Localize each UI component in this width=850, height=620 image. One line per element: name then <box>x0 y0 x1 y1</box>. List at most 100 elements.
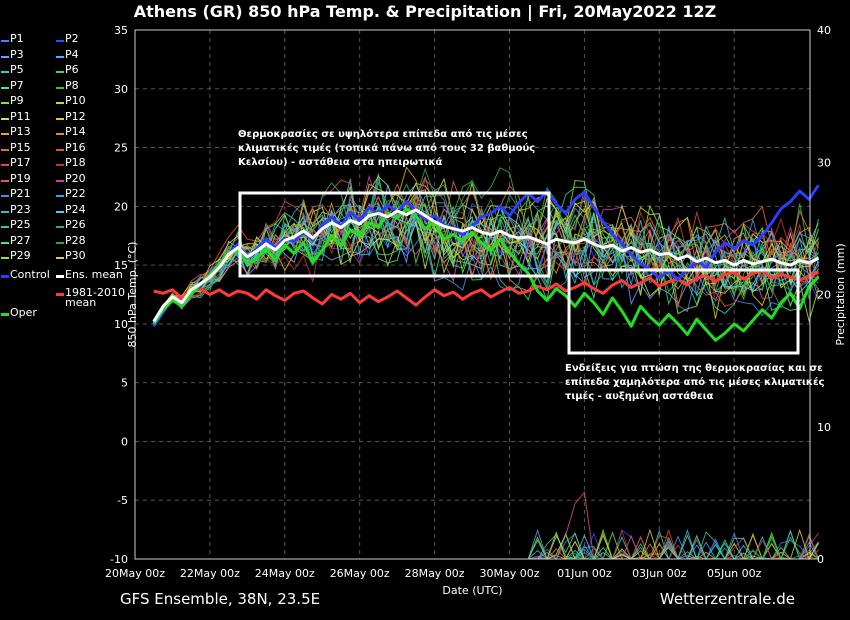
legend-item: P17 <box>1 157 31 171</box>
legend-item: P15 <box>1 140 31 156</box>
legend-swatch <box>1 86 9 89</box>
legend-label: P3 <box>10 47 24 61</box>
y2-tick-label: 30 <box>817 156 831 169</box>
legend-label: P12 <box>65 109 86 123</box>
legend-label: P23 <box>10 202 31 216</box>
legend-swatch <box>1 179 9 182</box>
member-line <box>153 167 819 322</box>
legend-swatch <box>1 313 9 316</box>
legend-label: Oper <box>10 305 37 319</box>
y-tick-label: 5 <box>121 377 128 390</box>
y-tick-label: 30 <box>114 83 128 96</box>
x-tick-label: 20May 00z <box>105 567 165 580</box>
legend-swatch <box>56 195 64 197</box>
legend-item: P14 <box>56 125 86 140</box>
legend-item: P8 <box>56 80 79 94</box>
legend-label: P14 <box>65 125 86 138</box>
legend-label: P15 <box>10 140 31 154</box>
legend-label: P4 <box>65 47 79 61</box>
plot-frame <box>134 29 811 560</box>
legend-label: P9 <box>10 94 24 107</box>
legend-item: P2 <box>56 33 79 47</box>
legend-label: P19 <box>10 171 31 185</box>
legend-item: Ens. mean <box>56 269 123 283</box>
member-line <box>153 174 819 322</box>
legend-label: P21 <box>10 187 31 200</box>
legend-swatch <box>56 241 64 244</box>
legend-swatch <box>56 148 64 151</box>
series-line <box>152 207 820 342</box>
y2-axis-label: Precipitation (mm) <box>834 243 847 345</box>
legend-swatch <box>1 102 9 104</box>
legend-item: P3 <box>1 47 24 63</box>
legend-item: P9 <box>1 94 24 109</box>
legend-item: P16 <box>56 140 86 156</box>
legend-label: P10 <box>65 94 86 107</box>
legend-item: P25 <box>1 218 31 233</box>
legend-label: P6 <box>65 63 79 76</box>
legend-label: P7 <box>10 78 24 92</box>
legend-label: P25 <box>10 218 31 231</box>
source-label: Wetterzentrale.de <box>659 590 795 608</box>
series-lines <box>152 184 820 342</box>
axes: -10 -5 0 5 10 15 20 25 30 35 0 10 20 30 40 20May 00z 22M… <box>105 24 847 597</box>
legend-item: P10 <box>56 94 86 109</box>
x-tick-label: 24May 00z <box>255 567 315 580</box>
legend-swatch <box>56 164 64 166</box>
legend-label: P29 <box>10 249 31 262</box>
legend-swatch <box>56 210 64 213</box>
legend-item: P5 <box>1 63 24 78</box>
legend-item: P24 <box>56 204 86 218</box>
x-tick-label: 22May 00z <box>180 567 240 580</box>
legend-item: Oper <box>1 305 37 321</box>
legend-item: P19 <box>1 171 31 187</box>
legend-swatch <box>56 257 64 259</box>
legend-item: 1981-2010 mean <box>56 287 125 308</box>
legend-swatch <box>56 40 64 42</box>
y2-tick-label: 40 <box>817 24 831 37</box>
legend-swatch <box>56 102 64 104</box>
legend-swatch <box>1 71 9 73</box>
legend-swatch <box>56 71 64 73</box>
y-tick-label: -5 <box>117 494 128 507</box>
legend-swatch <box>1 195 9 197</box>
member-line <box>153 206 819 322</box>
x-tick-label: 28May 00z <box>405 567 465 580</box>
y2-tick-label: 20 <box>817 289 831 302</box>
legend-label: P20 <box>65 171 86 185</box>
legend-label: P16 <box>65 140 86 154</box>
legend-label: P5 <box>10 63 24 76</box>
y-tick-label: 25 <box>114 142 128 155</box>
legend-swatch <box>1 210 9 213</box>
legend-item: P7 <box>1 78 24 94</box>
legend-swatch <box>56 55 64 58</box>
legend-label: 1981-2010 mean <box>65 285 125 309</box>
legend-item: P4 <box>56 47 79 63</box>
legend-item: P13 <box>1 125 31 140</box>
legend-label: P18 <box>65 156 86 169</box>
legend-item: P18 <box>56 156 86 171</box>
legend-item: P23 <box>1 202 31 218</box>
x-tick-label: 05Jun 00z <box>707 567 762 580</box>
legend-label: P11 <box>10 109 31 123</box>
legend-swatch <box>56 226 64 228</box>
legend-item: P27 <box>1 233 31 249</box>
legend-label: P26 <box>65 218 86 231</box>
y-tick-label: 35 <box>114 24 128 37</box>
legend-label: P1 <box>10 32 24 45</box>
legend-swatch <box>56 293 64 296</box>
legend-item: P28 <box>56 235 86 249</box>
legend-item: P30 <box>56 250 86 264</box>
model-label: GFS Ensemble, 38N, 23.5E <box>120 590 321 608</box>
legend-label: P27 <box>10 233 31 247</box>
legend-item: P11 <box>1 109 31 125</box>
x-tick-label: 26May 00z <box>330 567 390 580</box>
series-line <box>152 184 820 328</box>
y-tick-label: -10 <box>110 553 128 566</box>
legend-label: P13 <box>10 125 31 138</box>
legend-item: P20 <box>56 171 86 187</box>
y-tick-label: 10 <box>114 318 128 331</box>
x-tick-label: 30May 00z <box>479 567 539 580</box>
legend-swatch <box>1 133 9 135</box>
y2-tick-label: 0 <box>817 553 824 566</box>
